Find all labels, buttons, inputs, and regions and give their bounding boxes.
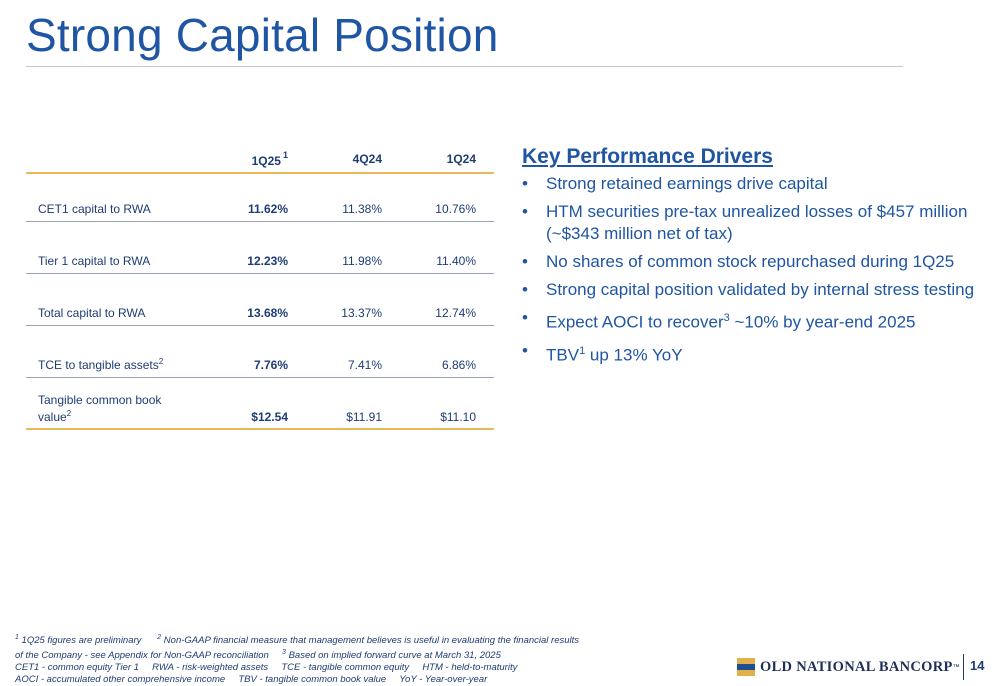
cell-4q24: 13.37% [341, 306, 382, 320]
cell-4q24: $11.91 [346, 410, 382, 424]
cell-4q24: 7.41% [347, 358, 382, 372]
cell-1q25: $12.54 [251, 410, 288, 424]
capital-ratios-table: 1Q25 1 4Q24 1Q24 CET1 capital to RWA 11.6… [26, 140, 494, 430]
logo-trademark: ™ [952, 663, 960, 671]
cell-1q24: 10.76% [435, 202, 476, 216]
row-label: Tier 1 capital to RWA [38, 254, 151, 268]
row-rule [26, 377, 494, 378]
cell-1q25: 11.62% [247, 202, 288, 216]
row-rule [26, 273, 494, 274]
bullet-dot: • [522, 174, 528, 193]
bullet-dot: • [522, 202, 528, 221]
cell-1q25: 13.68% [247, 306, 288, 320]
row-rule [26, 221, 494, 222]
cell-1q25: 7.76% [253, 358, 288, 372]
bullet-dot: • [522, 308, 528, 327]
cell-4q24: 11.98% [342, 254, 382, 268]
driver-bullet: • No shares of common stock repurchased d… [522, 252, 955, 271]
driver-bullet: • HTM securities pre-tax unrealized losse… [522, 202, 968, 243]
driver-bullet: • TBV1 up 13% YoY [522, 340, 683, 365]
logo-flag-icon [737, 658, 755, 676]
row-label: TCE to tangible assets2 [38, 357, 164, 372]
row-label: Tangible common book value2 [38, 393, 162, 424]
key-performance-drivers: Key Performance Drivers • Strong retained… [522, 145, 992, 372]
footnote-line: 1 1Q25 figures are preliminary 2 Non-GAA… [15, 634, 580, 647]
table-row-cet1: CET1 capital to RWA 11.62% 11.38% 10.76% [26, 170, 494, 222]
cell-1q24: 12.74% [435, 306, 476, 320]
slide-title: Strong Capital Position [26, 9, 499, 61]
header-rule [26, 172, 494, 174]
footnote-line: of the Company - see Appendix for Non-GA… [15, 649, 501, 662]
driver-bullet: • Strong retained earnings drive capital [522, 174, 828, 193]
cell-1q24: $11.10 [440, 410, 476, 424]
bullet-dot: • [522, 252, 528, 271]
table-row-tbv: Tangible common book value2 $12.54 $11.91… [26, 378, 494, 430]
row-rule [26, 325, 494, 326]
footnotes: 1 1Q25 figures are preliminary 2 Non-GAA… [15, 632, 715, 686]
abbreviations-line: AOCI - accumulated other comprehensive i… [15, 674, 488, 686]
title-divider [26, 66, 903, 67]
driver-bullet: • Strong capital position validated by in… [522, 280, 975, 299]
column-header-1q24: 1Q24 [446, 152, 476, 166]
table-row-tier1: Tier 1 capital to RWA 12.23% 11.98% 11.4… [26, 222, 494, 274]
driver-bullet: • Expect AOCI to recover3 ~10% by year-en… [522, 308, 916, 332]
table-row-tce: TCE to tangible assets2 7.76% 7.41% 6.86… [26, 326, 494, 378]
abbreviations-line: CET1 - common equity Tier 1 RWA - risk-w… [15, 662, 518, 674]
row-label: CET1 capital to RWA [38, 202, 151, 216]
drivers-heading: Key Performance Drivers [522, 145, 773, 168]
table-header-row: 1Q25 1 4Q24 1Q24 [26, 140, 494, 174]
bullet-dot: • [522, 280, 528, 299]
row-label: Total capital to RWA [38, 306, 146, 320]
cell-1q25: 12.23% [247, 254, 288, 268]
cell-1q24: 6.86% [441, 358, 476, 372]
company-logo: OLD NATIONAL BANCORP ™ [737, 656, 960, 678]
bullet-dot: • [522, 340, 528, 360]
page-number-divider [963, 654, 964, 680]
page-number: 14 [970, 658, 985, 673]
table-row-total-capital: Total capital to RWA 13.68% 13.37% 12.74… [26, 274, 494, 326]
logo-text: OLD NATIONAL BANCORP [760, 658, 953, 675]
column-header-4q24: 4Q24 [352, 152, 382, 166]
cell-4q24: 11.38% [342, 202, 382, 216]
column-header-1q25: 1Q25 1 [251, 150, 288, 168]
table-bottom-rule [26, 428, 494, 430]
cell-1q24: 11.40% [436, 254, 476, 268]
